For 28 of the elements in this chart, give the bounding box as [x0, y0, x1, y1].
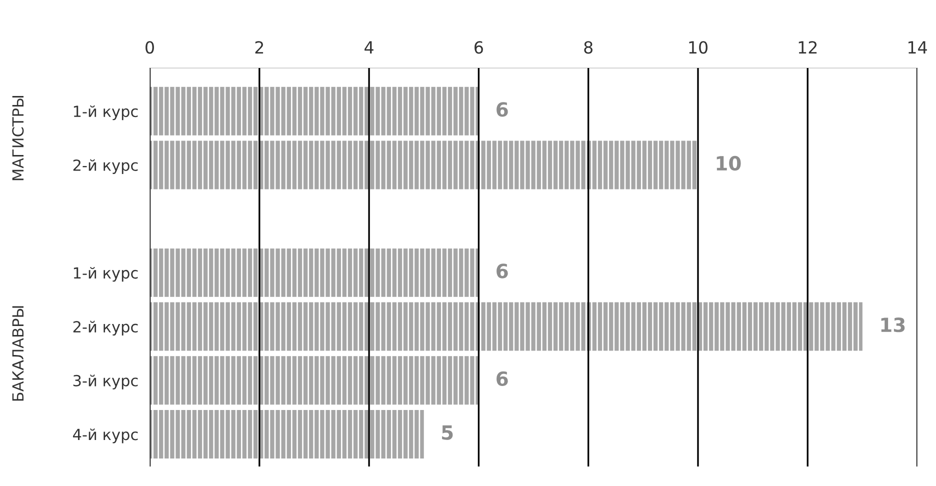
x-tick-label: 14 — [908, 41, 927, 54]
data-label: 13 — [881, 317, 905, 332]
bar — [150, 302, 862, 351]
y-tick-label: 2-й курс — [73, 320, 138, 336]
data-label: 5 — [442, 425, 453, 440]
data-label: 6 — [496, 371, 508, 386]
y-tick-label: 2-й курс — [73, 159, 138, 174]
x-tick-label: 10 — [689, 41, 708, 54]
y-tick-label: 4-й курс — [73, 428, 138, 444]
x-tick-label: 4 — [364, 41, 374, 54]
data-label: 6 — [496, 264, 508, 278]
x-tick-label: 2 — [255, 41, 264, 54]
y-tick-label: 1-й курс — [74, 266, 138, 282]
bar — [150, 248, 479, 297]
y-tick-label: 3-й курс — [73, 374, 138, 390]
text: БАКАЛАВРЫ — [12, 306, 24, 401]
x-tick-label: 8 — [584, 41, 593, 54]
bar — [150, 86, 479, 136]
data-label: 10 — [716, 156, 741, 171]
text: МАГИСТРЫ — [12, 96, 24, 180]
x-tick-label: 12 — [798, 41, 817, 54]
bar — [150, 140, 698, 190]
bar — [150, 410, 424, 458]
x-tick-label: 6 — [474, 41, 483, 54]
x-tick-label: 0 — [146, 41, 154, 54]
bar — [150, 356, 479, 405]
y-tick-label: 1-й курс — [74, 105, 138, 120]
data-label: 6 — [496, 102, 508, 117]
